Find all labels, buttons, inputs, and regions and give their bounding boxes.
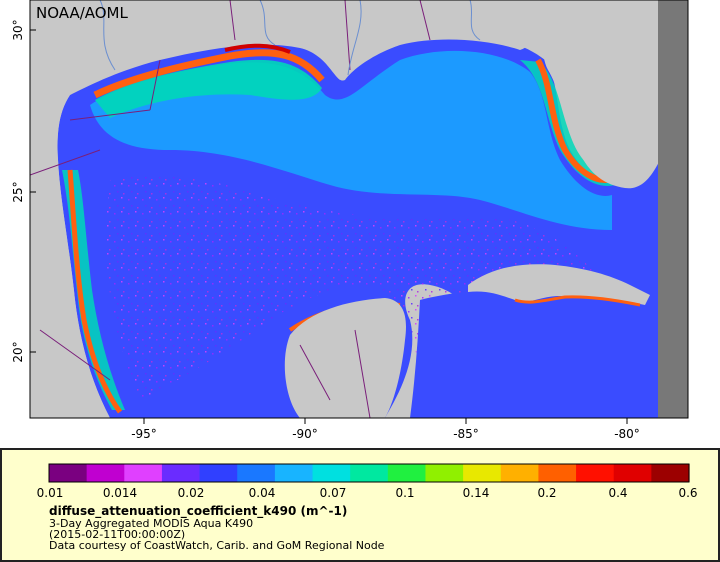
legend-variable-name: diffuse_attenuation_coefficient_k490 (m^… bbox=[49, 504, 348, 518]
colorbar-segment bbox=[312, 464, 351, 482]
lon-tick-label: -85° bbox=[453, 427, 479, 441]
map-area: NOAA/AOML 30° 25° 20° -95° -90° -85° -80… bbox=[11, 0, 689, 441]
legend-product: 3-Day Aggregated MODIS Aqua K490 bbox=[49, 517, 254, 530]
colorbar-segment bbox=[613, 464, 652, 482]
colorbar-segment bbox=[425, 464, 464, 482]
colorbar-tick-label: 0.04 bbox=[249, 486, 276, 500]
colorbar-tick-label: 0.2 bbox=[537, 486, 556, 500]
state-borders bbox=[30, 0, 431, 418]
colorbar-tick-label: 0.14 bbox=[463, 486, 490, 500]
colorbar-ticks: 0.01 0.014 0.02 0.04 0.07 0.1 0.14 0.2 0… bbox=[37, 486, 698, 500]
colorbar-tick-label: 0.07 bbox=[320, 486, 347, 500]
nearshore-red bbox=[224, 43, 291, 54]
colorbar-segment bbox=[538, 464, 577, 482]
colorbar-segment bbox=[387, 464, 427, 482]
rivers bbox=[99, 0, 481, 76]
colorbar-segment bbox=[199, 464, 238, 482]
shelf-water-west bbox=[62, 170, 125, 410]
colorbar-segment bbox=[274, 464, 314, 482]
colorbar-tick-label: 0.6 bbox=[678, 486, 697, 500]
legend-panel: 0.01 0.014 0.02 0.04 0.07 0.1 0.14 0.2 0… bbox=[0, 448, 720, 562]
cuba-island bbox=[468, 264, 650, 305]
longitude-axis: -95° -90° -85° -80° bbox=[131, 418, 640, 441]
offshore-band bbox=[90, 50, 612, 230]
latitude-axis: 30° 25° 20° bbox=[11, 19, 36, 363]
map-frame bbox=[29, 0, 689, 419]
colorbar-segment bbox=[161, 464, 201, 482]
colorbar-segment bbox=[500, 464, 540, 482]
colorbar-frame bbox=[48, 463, 690, 483]
colorbar-segment bbox=[49, 464, 88, 482]
colorbar-segment bbox=[651, 464, 690, 482]
k490-map: NOAA/AOML 30° 25° 20° -95° -90° -85° -80… bbox=[11, 0, 689, 441]
lat-tick-label: 20° bbox=[11, 341, 25, 362]
florida-peninsula bbox=[542, 0, 660, 189]
colorbar: 0.01 0.014 0.02 0.04 0.07 0.1 0.14 0.2 0… bbox=[37, 463, 698, 500]
coastal-band-florida bbox=[535, 58, 616, 183]
lat-tick-label: 25° bbox=[11, 181, 25, 202]
yucatan-peninsula bbox=[284, 298, 406, 418]
colorbar-tick-label: 0.02 bbox=[178, 486, 205, 500]
caribbean-water bbox=[410, 288, 660, 418]
lon-tick-label: -80° bbox=[614, 427, 640, 441]
cuba-coast-band bbox=[514, 295, 641, 307]
lon-tick-label: -90° bbox=[292, 427, 318, 441]
colorbar-tick-label: 0.014 bbox=[103, 486, 137, 500]
colorbar-segment bbox=[463, 464, 502, 482]
colorbar-segment bbox=[576, 464, 615, 482]
legend-timestamp: (2015-02-11T00:00:00Z) bbox=[49, 528, 186, 541]
us-gulf-coast bbox=[30, 0, 545, 95]
colorbar-segment bbox=[124, 464, 163, 482]
colorbar-segment bbox=[237, 464, 276, 482]
nodata-strip bbox=[658, 0, 688, 418]
colorbar-tick-label: 0.1 bbox=[395, 486, 414, 500]
lon-tick-label: -95° bbox=[131, 427, 157, 441]
coastal-band-west bbox=[67, 169, 123, 414]
colorbar-tick-label: 0.01 bbox=[37, 486, 64, 500]
colorbar-segment bbox=[86, 464, 125, 482]
colorbar-segment bbox=[350, 464, 389, 482]
shelf-water-florida bbox=[520, 60, 615, 186]
colorbar-tick-label: 0.4 bbox=[608, 486, 627, 500]
legend-courtesy: Data courtesy of CoastWatch, Carib. and … bbox=[49, 539, 385, 552]
credit-label: NOAA/AOML bbox=[36, 4, 129, 22]
coastal-band-north bbox=[93, 49, 325, 99]
lat-tick-label: 30° bbox=[11, 19, 25, 40]
